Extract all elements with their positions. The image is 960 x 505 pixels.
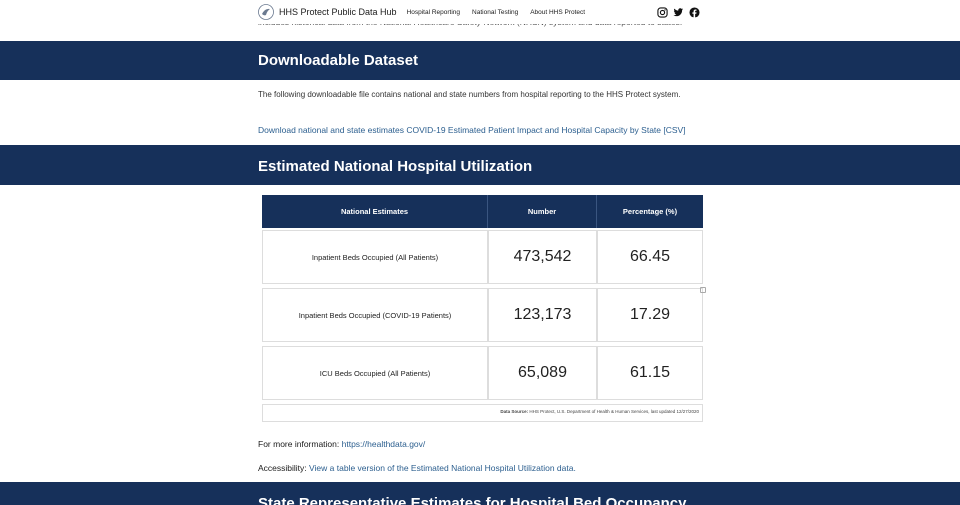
row-percentage: 66.45 <box>597 231 703 284</box>
top-nav: HHS Protect Public Data Hub Hospital Rep… <box>0 0 960 24</box>
header-percentage: Percentage (%) <box>622 207 678 216</box>
row-number: 473,542 <box>488 231 597 284</box>
accessibility-label: Accessibility: <box>258 463 307 473</box>
accessibility-line: Accessibility: View a table version of t… <box>258 463 576 473</box>
table-version-link[interactable]: View a table version of the Estimated Na… <box>309 463 576 473</box>
utilization-table: National Estimates Number Percentage (%)… <box>262 195 703 422</box>
nav-link-hospital-reporting[interactable]: Hospital Reporting <box>406 8 461 16</box>
section-header-state: State Representative Estimates for Hospi… <box>0 482 960 505</box>
download-csv-link[interactable]: Download national and state estimates CO… <box>258 125 686 135</box>
section-title: State Representative Estimates for Hospi… <box>258 495 687 505</box>
section-header-utilization: Estimated National Hospital Utilization <box>0 145 960 185</box>
data-source-label: Data Source: <box>500 409 529 414</box>
more-info-label: For more information: <box>258 439 340 449</box>
table-row: Inpatient Beds Occupied (COVID-19 Patien… <box>262 288 703 342</box>
row-label: Inpatient Beds Occupied (COVID-19 Patien… <box>262 288 488 342</box>
data-source-text: HHS Protect, U.S. Department of Health &… <box>529 409 699 414</box>
table-header: National Estimates Number Percentage (%) <box>262 195 703 228</box>
section-title: Estimated National Hospital Utilization <box>258 158 533 175</box>
facebook-icon[interactable] <box>689 6 700 18</box>
section-header-downloadable: Downloadable Dataset <box>0 41 960 80</box>
data-source-note: Data Source: HHS Protect, U.S. Departmen… <box>262 404 703 422</box>
instagram-icon[interactable] <box>657 6 668 18</box>
nav-link-about[interactable]: About HHS Protect <box>530 8 586 16</box>
expand-icon[interactable] <box>700 287 706 293</box>
header-number: Number <box>488 195 597 228</box>
section-title: Downloadable Dataset <box>258 52 419 69</box>
twitter-icon[interactable] <box>673 7 684 18</box>
row-percentage: 61.15 <box>597 346 703 400</box>
row-label: Inpatient Beds Occupied (All Patients) <box>262 231 488 284</box>
row-percentage: 17.29 <box>597 288 703 342</box>
hhs-logo-icon[interactable] <box>258 4 274 20</box>
table-row: Inpatient Beds Occupied (All Patients) 4… <box>262 230 703 284</box>
row-label: ICU Beds Occupied (All Patients) <box>262 346 488 400</box>
downloadable-description: The following downloadable file contains… <box>258 90 681 99</box>
social-links <box>657 6 700 18</box>
table-row: ICU Beds Occupied (All Patients) 65,089 … <box>262 346 703 400</box>
row-number: 123,173 <box>488 288 597 342</box>
more-info-line: For more information: https://healthdata… <box>258 439 425 449</box>
healthdata-link[interactable]: https://healthdata.gov/ <box>341 439 426 449</box>
nav-link-national-testing[interactable]: National Testing <box>472 8 519 16</box>
brand-title[interactable]: HHS Protect Public Data Hub <box>279 7 397 17</box>
row-number: 65,089 <box>488 346 597 400</box>
header-national-estimates: National Estimates <box>262 195 488 228</box>
